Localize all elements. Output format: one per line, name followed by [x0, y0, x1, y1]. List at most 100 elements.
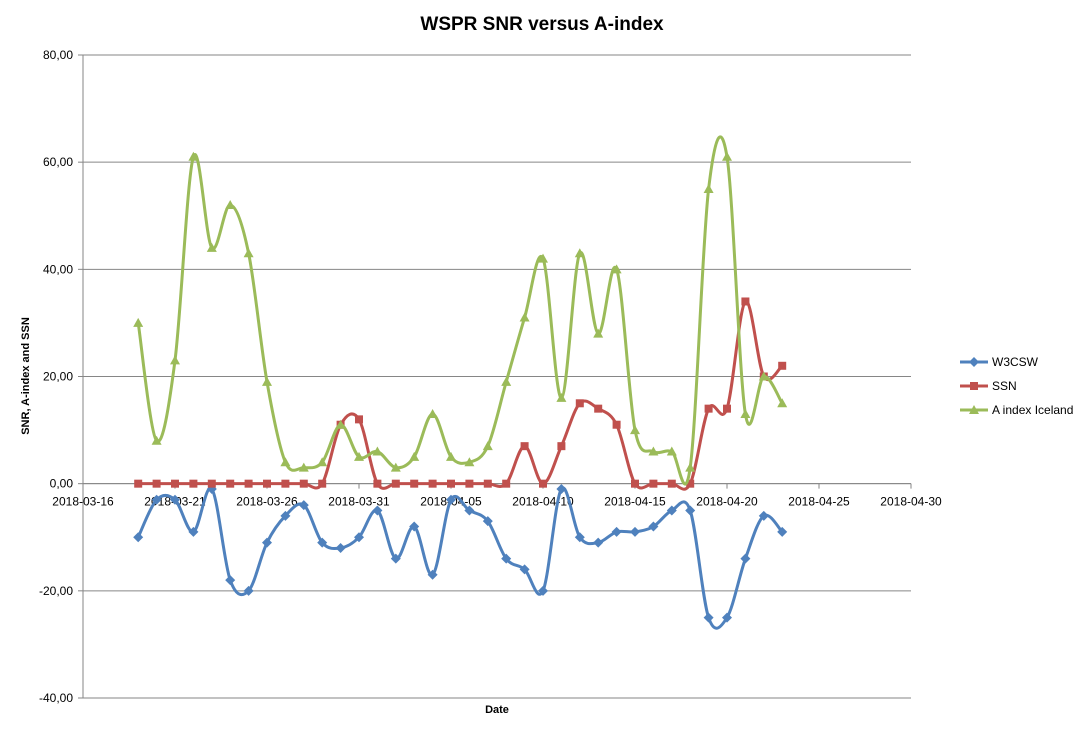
data-point [482, 516, 493, 527]
data-point [630, 526, 640, 537]
data-point [243, 248, 254, 258]
data-point [447, 479, 455, 488]
data-point [740, 409, 751, 419]
data-point [611, 526, 622, 537]
data-point [723, 404, 731, 413]
x-tick-label: 2018-03-26 [236, 495, 298, 509]
data-point [335, 542, 346, 553]
data-point [446, 451, 456, 461]
data-point [226, 479, 235, 488]
data-point [703, 612, 714, 623]
legend-marker [969, 357, 979, 367]
data-point [373, 479, 382, 488]
legend-label: A index Iceland [992, 403, 1073, 417]
data-point [428, 479, 437, 488]
data-point [151, 435, 162, 445]
data-point [372, 505, 383, 516]
data-point [335, 419, 346, 429]
axes: -40,00 -20,00 0,00 20,00 40,00 60,00 80,00 2018… [39, 48, 942, 705]
data-point [649, 479, 658, 488]
data-point [630, 425, 640, 435]
data-point [317, 537, 328, 548]
data-point [299, 479, 308, 488]
data-point [722, 612, 732, 623]
data-point [372, 446, 383, 456]
data-point [317, 457, 328, 467]
data-point [263, 479, 271, 488]
data-point [244, 479, 253, 488]
data-point [538, 253, 548, 263]
chart-title: WSPR SNR versus A-index [420, 14, 664, 35]
data-point [777, 526, 788, 537]
data-point [464, 505, 475, 516]
data-point [243, 585, 254, 596]
data-point [446, 494, 456, 505]
data-point [667, 479, 676, 488]
data-point [133, 532, 144, 543]
data-point [170, 355, 180, 365]
data-point [409, 451, 420, 461]
data-point [594, 404, 603, 413]
data-point [354, 532, 364, 543]
y-tick-label: -20,00 [39, 584, 73, 598]
y-axis-label: SNR, A-index and SSN [20, 317, 32, 435]
data-point [262, 537, 272, 548]
legend-entry-ssn: SSN [960, 379, 1017, 393]
data-point [501, 376, 512, 386]
data-point [207, 479, 216, 488]
series-w3csw [133, 484, 788, 630]
data-point [354, 451, 364, 461]
legend-entry-a-index-iceland: A index Iceland [960, 403, 1073, 417]
data-point [648, 521, 659, 532]
data-point [648, 446, 659, 456]
data-point [280, 457, 291, 467]
data-point [574, 532, 585, 543]
legend: W3CSW SSN A index Iceland [960, 355, 1073, 417]
legend-label: W3CSW [992, 355, 1039, 369]
data-point [501, 553, 512, 564]
data-point [410, 479, 419, 488]
data-point [151, 494, 162, 505]
data-point [280, 510, 291, 521]
data-point [685, 462, 696, 472]
x-tick-label: 2018-04-30 [880, 495, 942, 509]
data-point [390, 462, 401, 472]
data-point [298, 500, 309, 511]
data-point [298, 462, 309, 472]
x-tick-label: 2018-04-20 [696, 495, 758, 509]
data-point [188, 526, 199, 537]
data-point [703, 183, 714, 193]
data-point [464, 457, 475, 467]
data-point [574, 248, 585, 258]
data-point [539, 479, 547, 488]
data-point [483, 479, 492, 488]
data-point [281, 479, 290, 488]
data-point [206, 242, 217, 252]
data-point [685, 505, 696, 516]
legend-label: SSN [992, 379, 1017, 393]
data-point [427, 409, 438, 419]
data-point [519, 312, 530, 322]
data-point [631, 479, 639, 488]
data-point [390, 553, 401, 564]
data-point [465, 479, 474, 488]
legend-entry-w3csw: W3CSW [960, 355, 1039, 369]
series-line [138, 299, 784, 491]
data-point [778, 361, 787, 370]
series-a-index-iceland [133, 135, 788, 486]
data-point [686, 479, 695, 488]
data-point [704, 404, 713, 413]
data-point [593, 537, 604, 548]
data-point [355, 415, 363, 424]
data-point [262, 376, 272, 386]
series-layer [133, 135, 788, 630]
data-point [740, 553, 751, 564]
data-point [519, 564, 530, 575]
y-tick-label: 60,00 [43, 155, 73, 169]
data-point [427, 569, 438, 580]
data-point [758, 510, 769, 521]
data-point [556, 392, 567, 402]
data-point [170, 494, 180, 505]
x-tick-label: 2018-03-16 [52, 495, 114, 509]
